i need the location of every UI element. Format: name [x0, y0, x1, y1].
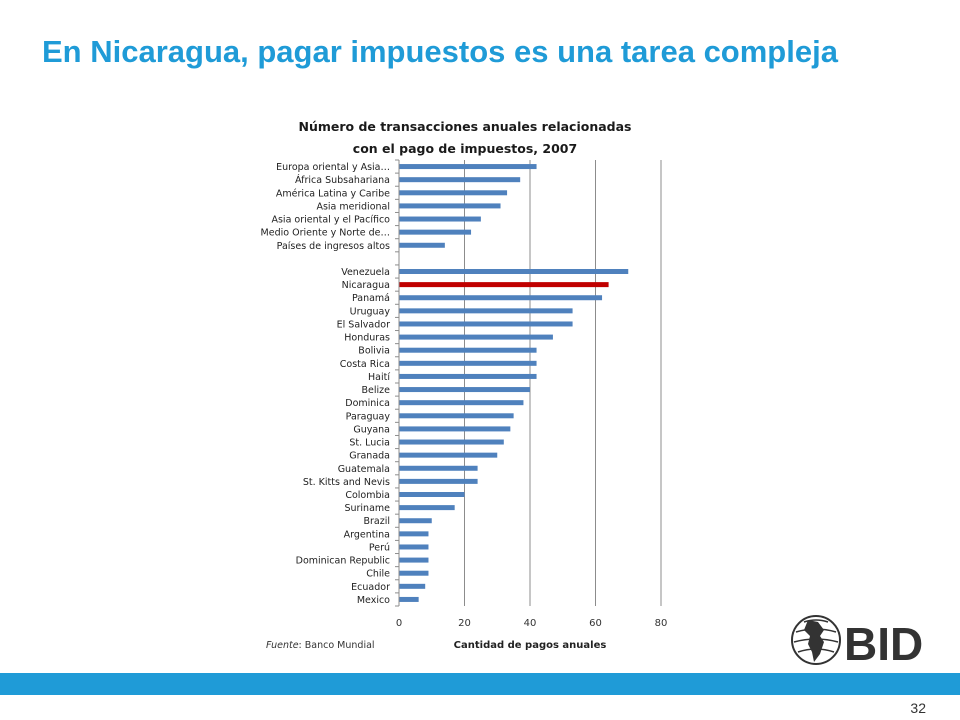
y-category-label: Paraguay: [346, 411, 391, 422]
slide-title: En Nicaragua, pagar impuestos es una tar…: [42, 34, 838, 69]
bar: [399, 478, 478, 484]
y-category-label: Venezuela: [341, 267, 390, 278]
y-category-label: Guyana: [353, 424, 390, 435]
bar: [399, 321, 573, 327]
bar: [399, 531, 429, 537]
bar: [399, 177, 521, 183]
y-category-label: Países de ingresos altos: [277, 241, 390, 252]
y-category-label: Guatemala: [338, 464, 390, 475]
bar: [399, 334, 553, 340]
bar: [399, 242, 445, 248]
y-category-label: Costa Rica: [340, 359, 390, 370]
bar: [399, 557, 429, 563]
bar: [399, 190, 508, 196]
y-category-label: Chile: [366, 569, 390, 580]
bar: [399, 164, 537, 170]
x-tick-label: 0: [396, 618, 402, 629]
y-category-label: Belize: [362, 385, 391, 396]
bar: [399, 518, 432, 524]
globe-americas-icon: [791, 615, 841, 665]
y-category-label: Asia meridional: [316, 201, 390, 212]
bar: [399, 452, 498, 458]
y-category-label: Colombia: [345, 490, 390, 501]
bar: [399, 216, 481, 222]
y-category-label: Nicaragua: [342, 280, 390, 291]
chart-title: Número de transacciones anuales relacion…: [298, 119, 632, 156]
source-label: Fuente: [266, 640, 299, 651]
bar: [399, 492, 465, 497]
bar: [399, 203, 501, 209]
y-category-label: Granada: [349, 451, 390, 462]
logo-text: BID: [844, 618, 923, 668]
bar: [399, 505, 455, 511]
bar: [399, 373, 537, 379]
bar: [399, 596, 419, 602]
y-category-label: Suriname: [344, 503, 390, 514]
y-category-label: El Salvador: [337, 319, 390, 330]
y-category-label: St. Lucia: [349, 438, 390, 449]
x-tick-label: 40: [524, 618, 537, 629]
bar: [399, 347, 537, 353]
bar: [399, 295, 603, 301]
y-category-label: Mexico: [357, 595, 390, 606]
x-tick-label: 80: [655, 618, 668, 629]
y-category-label: Panamá: [352, 293, 390, 304]
bar: [399, 360, 537, 366]
y-category-label: Bolivia: [358, 346, 390, 357]
bar: [399, 570, 429, 576]
bottom-bar: [0, 673, 960, 695]
x-tick-label: 60: [589, 618, 602, 629]
y-category-label: Honduras: [344, 333, 390, 344]
bar: [399, 413, 514, 419]
bar: [399, 439, 504, 445]
bar: [399, 426, 511, 432]
y-category-label: Ecuador: [351, 582, 390, 593]
bar-highlight: [399, 282, 609, 288]
y-category-label: Haití: [368, 372, 390, 383]
bar: [399, 544, 429, 550]
bar: [399, 387, 530, 393]
y-category-label: Brazil: [363, 516, 390, 527]
bar: [399, 583, 426, 589]
x-axis-title: Cantidad de pagos anuales: [454, 640, 607, 651]
x-tick-label: 20: [458, 618, 471, 629]
y-category-label: América Latina y Caribe: [276, 188, 390, 199]
bar: [399, 308, 573, 314]
y-category-label: Medio Oriente y Norte de…: [261, 228, 390, 239]
page-number: 32: [910, 700, 926, 716]
y-category-label: Asia oriental y el Pacífico: [271, 215, 390, 226]
y-category-label: Uruguay: [350, 306, 391, 317]
y-category-label: Dominica: [345, 398, 390, 409]
y-category-label: África Subsahariana: [295, 174, 390, 186]
y-category-label: Dominican Republic: [296, 556, 390, 567]
bar: [399, 269, 629, 274]
y-category-label: Perú: [369, 542, 390, 553]
bid-logo: BID: [791, 615, 923, 668]
bar: [399, 400, 524, 406]
y-category-label: St. Kitts and Nevis: [303, 477, 390, 488]
source-note: Fuente: Banco Mundial: [266, 640, 375, 651]
y-category-label: Europa oriental y Asia…: [276, 162, 390, 173]
y-category-label: Argentina: [344, 529, 390, 540]
bar: [399, 465, 478, 471]
bar: [399, 229, 472, 235]
source-text: : Banco Mundial: [298, 640, 375, 651]
